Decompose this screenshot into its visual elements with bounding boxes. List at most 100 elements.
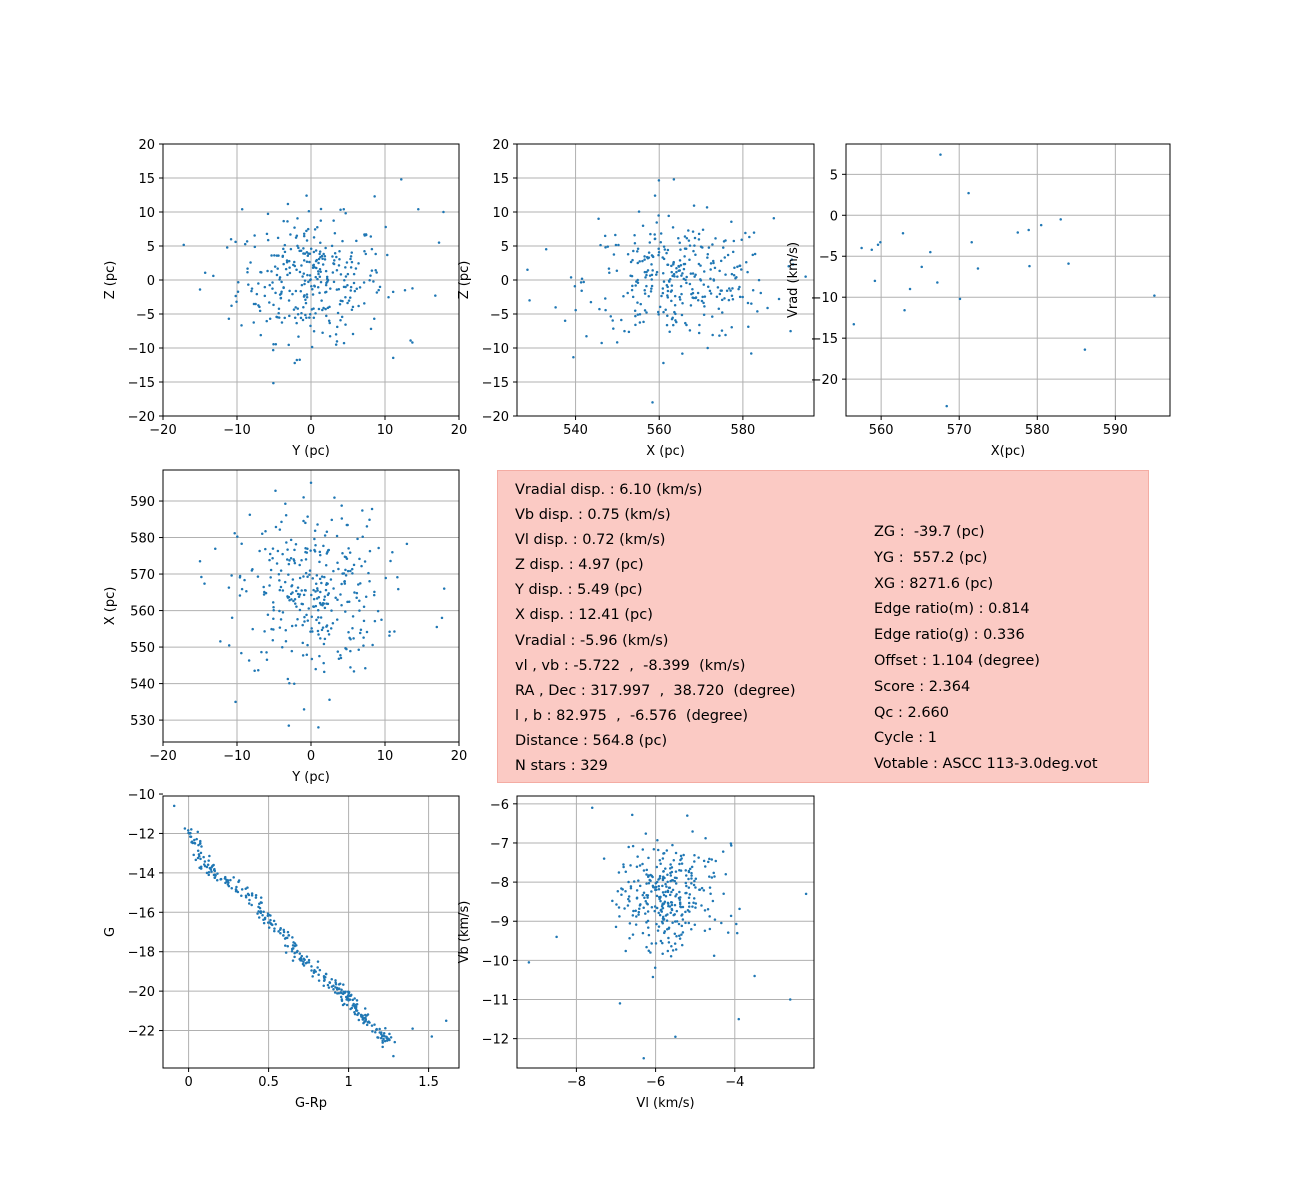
data-point (281, 552, 284, 556)
data-point (369, 235, 373, 238)
data-point (650, 906, 654, 909)
info-zg: ZG : -39.7 (pc) (874, 524, 985, 540)
data-point (679, 285, 683, 288)
data-point (690, 874, 693, 877)
data-point (319, 207, 323, 211)
data-point (268, 317, 272, 320)
data-point (376, 1036, 379, 1039)
data-point (655, 888, 658, 891)
data-point (646, 269, 650, 272)
data-point (363, 1007, 367, 1010)
data-point (388, 630, 391, 634)
data-point (679, 869, 683, 872)
data-point (680, 292, 683, 296)
data-point (691, 830, 694, 833)
data-point (359, 582, 362, 585)
data-point (661, 941, 664, 945)
data-point (363, 560, 367, 563)
data-point (332, 569, 335, 573)
data-point (303, 615, 306, 619)
y-tick-label: 5 (147, 240, 155, 255)
data-point (787, 265, 790, 268)
data-point (678, 862, 681, 866)
data-point (284, 513, 288, 517)
data-point (287, 595, 291, 599)
data-point (688, 893, 692, 896)
data-point (319, 270, 322, 273)
data-point (288, 314, 291, 318)
data-point (357, 304, 360, 308)
data-point (322, 979, 326, 982)
data-point (235, 885, 238, 889)
data-point (327, 986, 331, 989)
data-point (355, 999, 359, 1002)
data-point (652, 848, 656, 851)
data-point (713, 875, 716, 878)
data-point (323, 254, 327, 258)
data-point (332, 219, 335, 222)
data-point (704, 865, 707, 868)
data-point (730, 220, 733, 223)
data-point (667, 214, 670, 218)
data-point (312, 597, 316, 601)
data-point (1059, 218, 1062, 221)
data-point (287, 573, 290, 576)
data-point (341, 551, 344, 555)
data-point (278, 609, 281, 613)
data-point (351, 615, 355, 618)
data-point (651, 975, 655, 979)
data-point (322, 598, 326, 602)
data-point (659, 232, 663, 235)
y-tick-label: −11 (482, 994, 509, 1009)
data-point (297, 595, 301, 599)
data-point (599, 243, 602, 247)
data-point (741, 295, 744, 299)
data-point (351, 572, 354, 575)
data-point (279, 931, 282, 935)
data-point (756, 310, 759, 313)
data-point (658, 874, 662, 878)
y-tick-label: 570 (130, 568, 155, 583)
data-point (268, 301, 271, 304)
y-tick-label: −15 (128, 376, 155, 391)
data-point (304, 546, 307, 550)
data-point (250, 289, 253, 293)
data-point (690, 865, 694, 869)
data-point (661, 256, 664, 259)
data-point (688, 244, 692, 247)
data-point (714, 859, 718, 863)
data-point (711, 899, 715, 903)
y-tick-label: −10 (128, 788, 155, 803)
y-tick-label: 5 (501, 240, 509, 255)
data-point (650, 278, 653, 281)
data-point (197, 843, 200, 847)
data-point (670, 903, 674, 907)
data-point (212, 863, 215, 867)
data-point (721, 246, 725, 249)
data-point (729, 914, 733, 918)
data-point (707, 246, 711, 249)
data-point (254, 302, 257, 306)
data-point (325, 625, 328, 628)
data-point (251, 627, 254, 631)
data-point (277, 307, 281, 310)
data-point (271, 547, 275, 550)
data-point (679, 263, 683, 267)
y-tick-label: −20 (811, 373, 838, 388)
data-point (334, 986, 337, 989)
data-point (358, 609, 361, 612)
data-point (271, 557, 274, 560)
data-point (304, 571, 308, 575)
data-point (685, 275, 688, 279)
data-point (279, 292, 283, 295)
data-point (275, 562, 279, 565)
data-point (269, 576, 272, 579)
data-point (305, 551, 309, 554)
data-point (286, 202, 290, 206)
data-point (244, 887, 247, 890)
data-point (356, 537, 359, 541)
data-point (684, 891, 687, 895)
data-point (320, 575, 324, 578)
data-point (615, 903, 618, 906)
data-point (267, 913, 271, 917)
